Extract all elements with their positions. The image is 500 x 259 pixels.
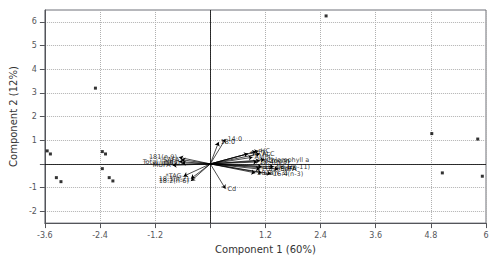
- html-text:ST ALC: ST ALC: [250, 149, 275, 158]
- svg-text:6: 6: [483, 231, 488, 240]
- svg-text:4: 4: [32, 65, 37, 74]
- svg-text:18:0: 18:0: [221, 138, 236, 146]
- svg-text:-3.6: -3.6: [37, 231, 53, 240]
- svg-text:3: 3: [32, 88, 37, 97]
- svg-text:18:2(n-6): 18:2(n-6): [159, 177, 189, 185]
- svg-text:MUFA: MUFA: [153, 161, 172, 169]
- svg-text:1: 1: [32, 136, 37, 145]
- svg-text:-1: -1: [29, 183, 37, 192]
- svg-text:2.4: 2.4: [314, 231, 327, 240]
- svg-text:ω3: ω3: [264, 169, 274, 177]
- svg-text:1.2: 1.2: [259, 231, 272, 240]
- svg-text:16:4(n-3): 16:4(n-3): [273, 170, 303, 178]
- svg-text:-2.4: -2.4: [92, 231, 108, 240]
- svg-text:-2: -2: [29, 207, 37, 216]
- svg-text:-1.2: -1.2: [147, 231, 163, 240]
- svg-text:5: 5: [32, 41, 37, 50]
- svg-text:Component 2 (12%): Component 2 (12%): [8, 66, 19, 167]
- svg-text:Component 1 (60%): Component 1 (60%): [215, 244, 316, 255]
- svg-text:16:0: 16:0: [165, 159, 180, 167]
- svg-text:3.6: 3.6: [369, 231, 382, 240]
- svg-text:2: 2: [32, 112, 37, 121]
- svg-text:6: 6: [32, 17, 37, 26]
- svg-text:4.8: 4.8: [424, 231, 437, 240]
- svg-text:Cd: Cd: [227, 185, 236, 193]
